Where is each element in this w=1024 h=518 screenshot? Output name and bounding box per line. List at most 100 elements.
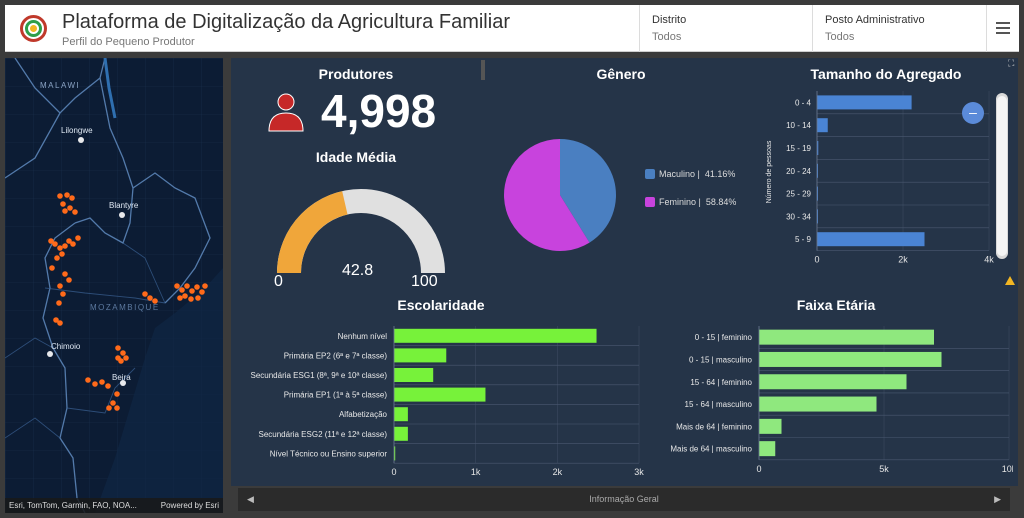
map-label-lilongwe: Lilongwe bbox=[61, 126, 93, 135]
person-icon bbox=[268, 93, 304, 132]
bar-secundaria-esg1-8-9-e-10-classe[interactable] bbox=[394, 368, 434, 382]
producers-title: Produtores bbox=[318, 66, 394, 82]
schooling-title: Escolaridade bbox=[397, 297, 485, 313]
age-title: Idade Média bbox=[315, 149, 397, 165]
bar-30-34[interactable] bbox=[817, 209, 818, 224]
gender-pie bbox=[504, 139, 616, 251]
bar-20-24[interactable] bbox=[817, 163, 818, 178]
pie-slice-maculino[interactable] bbox=[560, 139, 616, 243]
legend-maculino-label: Maculino | bbox=[659, 169, 700, 179]
category-label: 0 - 4 bbox=[795, 98, 812, 107]
warning-icon[interactable] bbox=[1005, 276, 1015, 285]
category-label: Primária EP1 (1ª à 5ª classe) bbox=[284, 391, 388, 400]
tick-label: 0 bbox=[814, 255, 819, 265]
tick-label: 0 bbox=[756, 464, 761, 474]
header: Plataforma de Digitalização da Agricultu… bbox=[5, 5, 1019, 52]
age-max: 100 bbox=[411, 273, 438, 290]
filter-posto-value: Todos bbox=[825, 31, 855, 43]
tick-label: 4k bbox=[984, 255, 994, 265]
filter-distrito-value: Todos bbox=[652, 31, 682, 43]
category-label: Mais de 64 | feminino bbox=[676, 422, 752, 431]
tick-label: 10k bbox=[1002, 464, 1013, 474]
bar-mais-de-64-feminino[interactable] bbox=[759, 418, 782, 434]
prev-page-icon[interactable]: ◀ bbox=[247, 494, 254, 504]
category-label: 10 - 14 bbox=[786, 121, 811, 130]
map-label-beira: Beira bbox=[112, 373, 131, 382]
powered-by-esri[interactable]: Powered by Esri bbox=[160, 501, 219, 510]
map-label-chimoio: Chimoio bbox=[51, 342, 81, 351]
bar-mais-de-64-masculino[interactable] bbox=[759, 441, 776, 457]
tick-label: 5k bbox=[879, 464, 889, 474]
bar-primaria-ep1-1-a-5-classe[interactable] bbox=[394, 387, 486, 402]
bar-0-15-feminino[interactable] bbox=[759, 329, 934, 345]
household-scrollbar[interactable] bbox=[996, 93, 1008, 259]
map-label-malawi: MALAWI bbox=[40, 81, 80, 90]
category-label: Nível Técnico ou Ensino superior bbox=[270, 449, 388, 458]
bar-10-14[interactable] bbox=[817, 118, 828, 133]
splitter-handle[interactable] bbox=[481, 60, 485, 80]
category-label: Alfabetização bbox=[339, 410, 388, 419]
map-label-blantyre: Blantyre bbox=[109, 201, 139, 210]
bar-nenhum-nivel[interactable] bbox=[394, 328, 597, 343]
map-label-mozambique: MOZAMBIQUE bbox=[90, 303, 160, 312]
filter-posto[interactable]: Posto Administrativo Todos bbox=[812, 5, 986, 52]
legend-maculino-value: 41.16% bbox=[704, 169, 736, 179]
category-label: 30 - 34 bbox=[786, 212, 811, 221]
bar-primaria-ep2-6-e-7-classe[interactable] bbox=[394, 348, 447, 363]
swatch-feminino bbox=[645, 197, 655, 207]
category-label: Secundária ESG2 (11ª e 12ª classe) bbox=[258, 430, 387, 439]
category-label: Secundária ESG1 (8ª, 9ª e 10ª classe) bbox=[250, 371, 387, 380]
bar-15-19[interactable] bbox=[817, 141, 819, 155]
agegroups-title: Faixa Etária bbox=[796, 297, 876, 313]
bar-15-64-feminino[interactable] bbox=[759, 374, 907, 390]
dashboard-panel: ⛶ Produtores 4,998 Idade Média 42.8 0 10… bbox=[231, 58, 1018, 486]
bar-secundaria-esg2-11-e-12-classe[interactable] bbox=[394, 426, 408, 441]
bar-25-29[interactable] bbox=[817, 186, 818, 201]
bar-5-9[interactable] bbox=[817, 232, 925, 247]
legend-maculino[interactable]: Maculino | 41.16% bbox=[645, 169, 735, 179]
menu-icon[interactable] bbox=[986, 5, 1019, 52]
zoom-out-button[interactable]: – bbox=[962, 102, 984, 124]
expand-icon[interactable]: ⛶ bbox=[1008, 58, 1015, 68]
category-label: 0 - 15 | masculino bbox=[689, 355, 753, 364]
logo bbox=[20, 15, 47, 42]
page-label: Informação Geral bbox=[589, 494, 659, 504]
tick-label: 2k bbox=[553, 467, 563, 476]
page-subtitle: Perfil do Pequeno Produtor bbox=[62, 36, 195, 48]
agegroups-chart: 0 5k 10k 0 - 15 | feminino 0 - 15 | masculin… bbox=[670, 326, 1013, 474]
category-label: 0 - 15 | feminino bbox=[695, 333, 753, 342]
age-gauge bbox=[277, 189, 445, 274]
filter-distrito[interactable]: Distrito Todos bbox=[639, 5, 811, 52]
category-label: Primária EP2 (6ª e 7ª classe) bbox=[284, 351, 388, 360]
household-ylabel: Número de pessoas bbox=[766, 140, 773, 203]
next-page-icon[interactable]: ▶ bbox=[994, 494, 1001, 504]
bar-alfabetizacao[interactable] bbox=[394, 407, 408, 422]
category-label: 5 - 9 bbox=[795, 235, 812, 244]
pie-slice-feminino[interactable] bbox=[504, 139, 590, 251]
bar-0-4[interactable] bbox=[817, 95, 912, 110]
tick-label: 2k bbox=[898, 255, 908, 265]
age-value: 42.8 bbox=[342, 262, 374, 279]
category-label: 15 - 64 | feminino bbox=[690, 378, 752, 387]
map-canvas[interactable]: MALAWI Lilongwe Blantyre MOZAMBIQUE Chim… bbox=[5, 58, 223, 513]
scrollbar-thumb[interactable] bbox=[997, 96, 1007, 256]
tick-label: 0 bbox=[391, 467, 396, 476]
category-label: 20 - 24 bbox=[786, 167, 811, 176]
map-attribution: Esri, TomTom, Garmin, FAO, NOA... Powere… bbox=[5, 498, 223, 513]
category-label: Nenhum nível bbox=[338, 332, 388, 341]
bar-nivel-tecnico-ou-ensino-superior[interactable] bbox=[394, 446, 396, 461]
filter-posto-label: Posto Administrativo bbox=[825, 14, 925, 26]
category-label: 25 - 29 bbox=[786, 190, 811, 199]
household-chart: 0 2k 4k 0 - 4 10 - 14 15 - 19 20 - 24 25 - 29 30… bbox=[766, 91, 994, 265]
page-title: Plataforma de Digitalização da Agricultu… bbox=[62, 11, 510, 33]
household-title: Tamanho do Agregado bbox=[810, 66, 962, 82]
legend-feminino[interactable]: Feminino | 58.84% bbox=[645, 197, 736, 207]
bar-0-15-masculino[interactable] bbox=[759, 351, 942, 367]
page-navigator: ◀ Informação Geral ▶ bbox=[238, 488, 1010, 511]
category-label: 15 - 19 bbox=[786, 144, 811, 153]
map-view[interactable]: MALAWI Lilongwe Blantyre MOZAMBIQUE Chim… bbox=[5, 58, 223, 513]
bar-15-64-masculino[interactable] bbox=[759, 396, 877, 412]
legend-feminino-value: 58.84% bbox=[705, 197, 737, 207]
category-label: 15 - 64 | masculino bbox=[685, 400, 753, 409]
